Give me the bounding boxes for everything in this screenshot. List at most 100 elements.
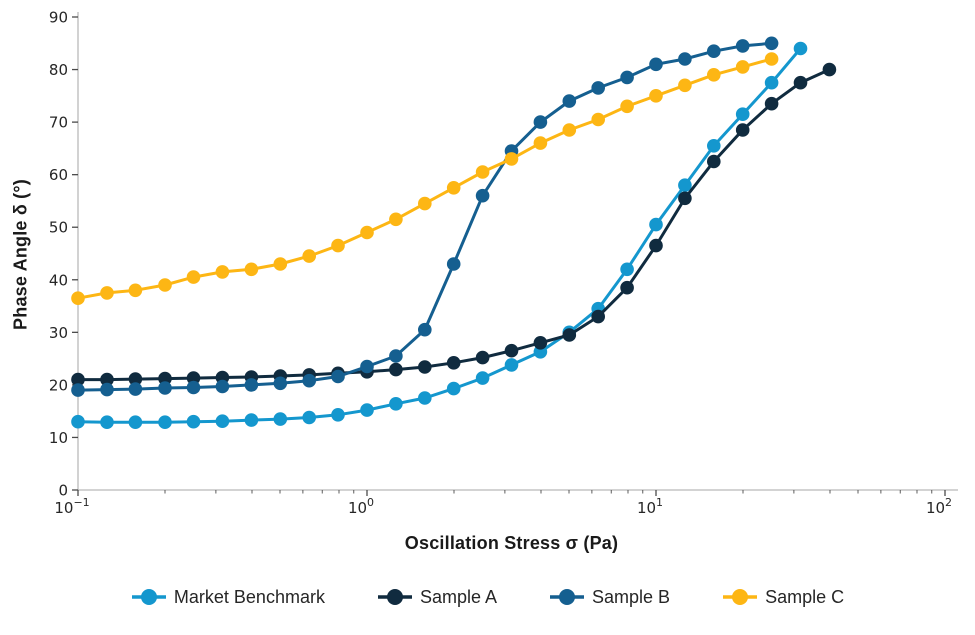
y-tick-label: 60	[49, 166, 68, 184]
legend-label: Sample C	[765, 586, 845, 607]
data-point	[475, 188, 490, 203]
data-point	[649, 238, 663, 253]
legend-item-market-benchmark: Market Benchmark	[131, 586, 325, 608]
legend-marker-icon	[550, 589, 585, 605]
data-point	[186, 380, 201, 395]
data-point	[822, 62, 837, 77]
series-market-benchmark	[71, 41, 808, 430]
y-axis-label: Phase Angle δ (°)	[10, 179, 31, 330]
plot-area: 0 10 20 30 40 50 60 70 80 90 10−1 100 101 102	[49, 9, 958, 517]
data-point	[562, 123, 577, 137]
data-point	[418, 322, 432, 337]
y-tick-label: 70	[49, 114, 68, 132]
data-point	[128, 283, 143, 298]
data-point	[678, 78, 692, 93]
data-point	[389, 349, 403, 363]
data-point	[764, 52, 779, 66]
series-line-sample-b	[76, 41, 774, 392]
data-point	[273, 257, 288, 271]
y-tick-label: 30	[49, 324, 68, 342]
data-point	[302, 410, 317, 425]
legend-label: Sample A	[419, 586, 498, 607]
data-point	[649, 57, 663, 72]
data-point	[100, 382, 114, 397]
legend-marker-icon	[131, 589, 166, 605]
x-tick-label: 101	[637, 496, 663, 517]
data-point	[446, 356, 461, 370]
data-point	[504, 152, 519, 166]
data-point	[591, 309, 605, 324]
data-point	[418, 196, 432, 211]
data-point	[244, 413, 259, 427]
data-point	[215, 379, 230, 394]
series-sample-b	[71, 36, 779, 397]
data-point	[678, 178, 692, 192]
y-tick-label: 0	[58, 482, 68, 500]
data-point	[707, 139, 721, 153]
data-point	[71, 372, 85, 387]
series-line-sample-c	[76, 57, 774, 300]
data-point	[244, 378, 259, 392]
data-point	[678, 52, 692, 66]
data-point	[620, 280, 634, 295]
data-point	[533, 115, 548, 129]
data-point	[707, 68, 721, 82]
data-point	[764, 75, 779, 90]
data-point	[100, 286, 114, 300]
data-point	[100, 372, 114, 387]
data-point	[331, 408, 345, 422]
data-point	[360, 359, 374, 374]
y-tick-label: 80	[49, 61, 68, 79]
x-tick-label: 102	[926, 496, 952, 517]
data-point	[562, 328, 577, 342]
data-point	[360, 225, 374, 240]
data-point	[446, 181, 461, 195]
data-point	[649, 89, 663, 103]
y-tick-label: 20	[49, 376, 68, 394]
data-point	[475, 165, 490, 179]
data-point	[158, 278, 172, 292]
data-point	[735, 123, 750, 137]
legend-label: Market Benchmark	[173, 586, 325, 607]
data-point	[620, 262, 634, 277]
y-tick-label: 40	[49, 271, 68, 289]
data-point	[128, 372, 143, 386]
data-point	[71, 291, 85, 306]
legend-item-sample-a: Sample A	[377, 586, 497, 608]
data-point	[707, 44, 721, 58]
legend: Market Benchmark Sample A Sample B Sample C	[0, 586, 975, 608]
data-point	[186, 414, 201, 429]
data-point	[331, 238, 345, 253]
data-point	[591, 112, 605, 127]
data-point	[533, 336, 548, 350]
y-tick-label: 50	[49, 219, 68, 237]
data-point	[620, 99, 634, 114]
data-point	[273, 412, 288, 426]
legend-marker-icon	[377, 589, 412, 605]
x-tick-label: 100	[348, 496, 374, 517]
legend-label: Sample B	[592, 586, 671, 607]
y-tick-label: 10	[49, 429, 68, 447]
data-point	[128, 415, 143, 430]
data-point	[158, 371, 172, 386]
data-point	[504, 343, 519, 358]
data-point	[418, 360, 432, 374]
data-point	[128, 382, 143, 396]
data-point	[158, 415, 172, 430]
data-point	[620, 70, 634, 85]
data-point	[735, 39, 750, 53]
data-point	[446, 257, 461, 271]
series-sample-a	[71, 62, 837, 387]
x-axis-label: Oscillation Stress σ (Pa)	[404, 533, 619, 553]
data-point	[735, 107, 750, 121]
data-point	[475, 371, 490, 385]
legend-item-sample-b: Sample B	[549, 586, 670, 608]
data-point	[764, 36, 779, 51]
series-sample-c	[71, 52, 779, 306]
data-point	[389, 397, 403, 411]
data-point	[360, 403, 374, 417]
data-point	[591, 81, 605, 95]
legend-marker-icon	[723, 589, 758, 605]
data-point	[504, 358, 519, 372]
x-tick-label: 10−1	[54, 496, 89, 517]
